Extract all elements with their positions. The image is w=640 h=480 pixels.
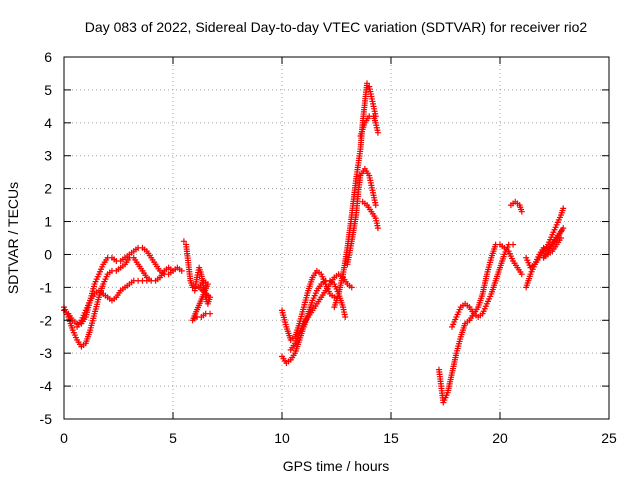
y-tick-label: -5: [40, 411, 53, 427]
axis-ticks: [63, 56, 610, 420]
x-tick-label: 20: [492, 430, 508, 446]
x-tick-label: 25: [601, 430, 617, 446]
data-point: [178, 267, 185, 274]
data-point: [372, 202, 379, 209]
y-tick-label: 2: [44, 181, 52, 197]
y-tick-label: -4: [40, 378, 53, 394]
data-point: [364, 80, 371, 87]
data-point: [560, 205, 567, 212]
y-axis-label: SDTVAR / TECUs: [5, 182, 21, 294]
y-tick-labels: -5 -4 -3 -2 -1 0 1 2 3 4 5 6: [40, 49, 53, 427]
y-tick-label: -3: [40, 345, 53, 361]
data-point: [331, 294, 338, 301]
data-point: [374, 129, 381, 136]
data-point: [518, 271, 525, 278]
grid: [64, 57, 609, 419]
plot-frame: [63, 56, 610, 420]
y-tick-label: 4: [44, 115, 52, 131]
y-tick-label: 3: [44, 148, 52, 164]
data-point: [558, 235, 565, 241]
data-point: [348, 284, 355, 291]
data-point: [510, 241, 517, 248]
x-tick-label: 10: [274, 430, 290, 446]
y-tick-label: 1: [44, 214, 52, 230]
y-tick-label: 0: [44, 246, 52, 262]
y-tick-label: 5: [44, 82, 52, 98]
y-tick-label: 6: [44, 49, 52, 65]
chart-title: Day 083 of 2022, Sidereal Day-to-day VTE…: [85, 19, 588, 35]
data-point: [374, 225, 381, 232]
data-point: [170, 267, 176, 274]
data-point: [342, 313, 349, 320]
data-point: [207, 310, 214, 317]
y-tick-label: -2: [40, 312, 53, 328]
x-tick-label: 15: [383, 430, 399, 446]
data-point: [180, 238, 187, 245]
x-tick-labels: 0 5 10 15 20 25: [60, 430, 617, 446]
x-tick-label: 0: [60, 430, 68, 446]
x-axis-label: GPS time / hours: [283, 458, 390, 474]
y-tick-label: -1: [40, 279, 53, 295]
data-point: [143, 277, 150, 284]
data-points: [61, 80, 567, 406]
data-point: [518, 208, 525, 215]
x-tick-label: 5: [169, 430, 177, 446]
